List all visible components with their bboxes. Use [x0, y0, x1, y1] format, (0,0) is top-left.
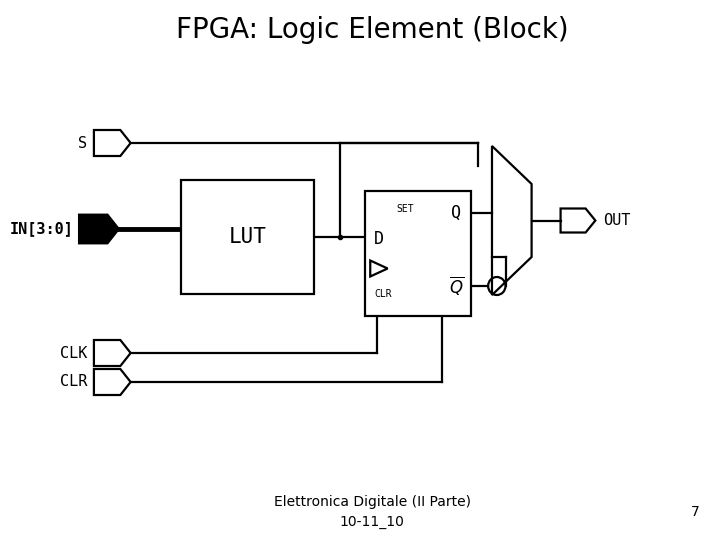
Text: IN[3:0]: IN[3:0]	[10, 221, 73, 237]
Text: CLR: CLR	[374, 289, 392, 299]
Text: LUT: LUT	[229, 227, 266, 247]
Text: D: D	[374, 230, 384, 247]
Text: S: S	[78, 136, 87, 151]
Text: SET: SET	[396, 204, 414, 214]
Text: CLK: CLK	[60, 346, 87, 361]
Text: CLR: CLR	[60, 375, 87, 389]
Text: $\overline{Q}$: $\overline{Q}$	[449, 274, 464, 298]
Text: Q: Q	[451, 204, 462, 222]
Text: OUT: OUT	[603, 213, 631, 228]
Text: FPGA: Logic Element (Block): FPGA: Logic Element (Block)	[176, 16, 569, 44]
Bar	[181, 180, 314, 294]
Polygon shape	[81, 216, 117, 242]
Text: Elettronica Digitale (II Parte)
10-11_10: Elettronica Digitale (II Parte) 10-11_10	[274, 495, 471, 529]
Text: 7: 7	[690, 505, 699, 519]
Bar	[366, 191, 471, 316]
